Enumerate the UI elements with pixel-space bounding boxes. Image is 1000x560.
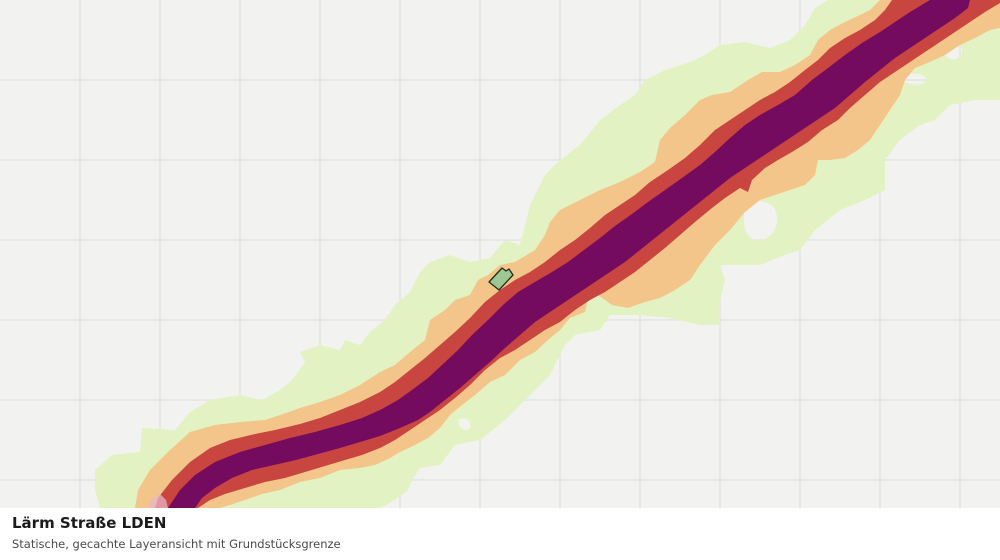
noise-band-edge-patch bbox=[148, 494, 168, 508]
layer-caption: Lärm Straße LDEN Statische, gecachte Lay… bbox=[0, 508, 1000, 560]
layer-title: Lärm Straße LDEN bbox=[12, 514, 167, 532]
noise-band-highest bbox=[168, 0, 970, 508]
layer-subtitle: Statische, gecachte Layeransicht mit Gru… bbox=[12, 537, 341, 551]
parcel-boundary[interactable] bbox=[488, 267, 514, 291]
